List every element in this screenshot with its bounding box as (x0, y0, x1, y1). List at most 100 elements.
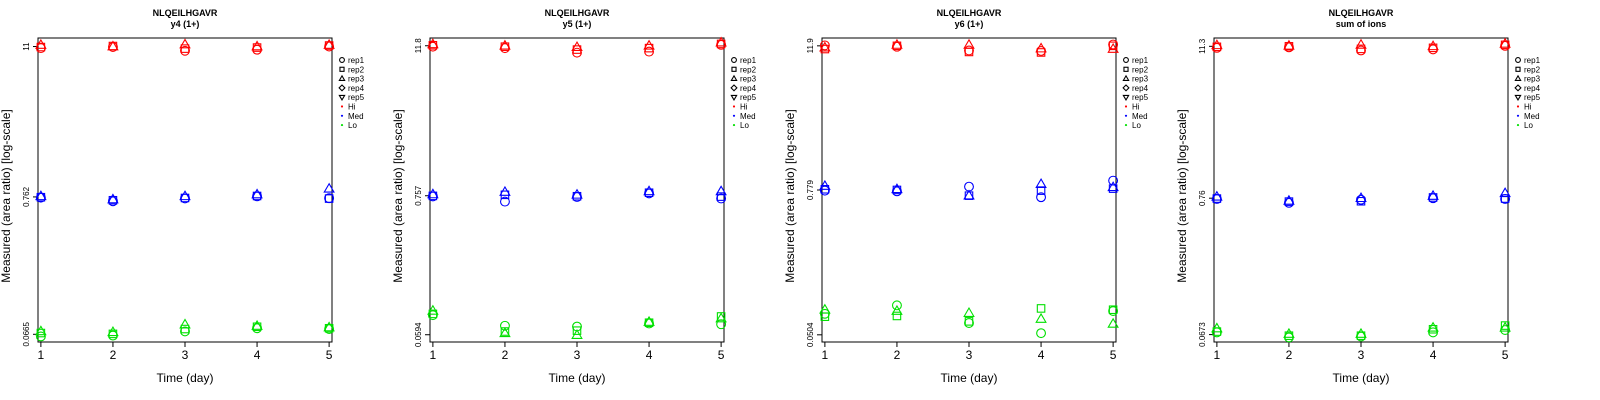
legend-marker-rep3 (338, 74, 346, 81)
legend-marker-rep1 (1515, 57, 1521, 63)
legend-label-rep2: rep2 (1524, 65, 1541, 74)
legend-label-rep2: rep2 (740, 65, 757, 74)
legend-label-med: Med (1524, 112, 1540, 121)
legend-marker-med (1124, 114, 1128, 117)
data-point-lo-rep3 (1211, 322, 1223, 333)
data-point-hi-rep3 (891, 38, 903, 49)
data-point-hi-rep2 (180, 44, 190, 53)
data-point-med-rep1 (819, 185, 830, 196)
legend-marker-rep4 (338, 84, 346, 92)
legend-marker-med (1516, 114, 1520, 117)
legend-label-med: Med (348, 112, 364, 121)
x-tick-label: 4 (1038, 348, 1045, 362)
legend-marker-rep1 (731, 57, 737, 63)
chart-title: NLQEILHGAVR (153, 8, 218, 18)
y-tick-label: 0.0504 (806, 322, 815, 347)
data-point-lo-rep3 (107, 326, 119, 337)
x-axis-label: Time (day) (941, 371, 998, 385)
legend-marker-hi (1516, 105, 1520, 108)
data-point-lo-rep3 (643, 315, 655, 326)
data-point-lo-rep1 (819, 308, 830, 319)
data-point-med-rep3 (1283, 194, 1295, 205)
chart-title: NLQEILHGAVR (937, 8, 1002, 18)
x-tick-label: 1 (430, 348, 437, 362)
legend-marker-med (340, 114, 344, 117)
y-tick-label: 0.76 (1198, 190, 1207, 206)
x-tick-label: 3 (182, 348, 189, 362)
legend-marker-rep1 (1123, 57, 1129, 63)
y-tick-label: 11.8 (414, 38, 423, 54)
legend-marker-rep3 (1514, 74, 1522, 81)
legend-marker-rep5 (1514, 94, 1522, 102)
data-point-med-rep1 (499, 196, 510, 207)
data-point-lo-rep2 (180, 324, 190, 334)
x-tick-label: 5 (1502, 348, 1509, 362)
data-point-hi-rep3 (1107, 42, 1119, 53)
data-point-hi-rep1 (819, 40, 830, 51)
data-point-lo-rep3 (963, 306, 975, 317)
data-point-hi-rep3 (179, 38, 191, 49)
data-point-lo-rep1 (891, 300, 902, 311)
legend-label-hi: Hi (740, 103, 748, 112)
data-point-lo-rep3 (499, 327, 511, 338)
data-point-lo-rep3 (427, 304, 439, 315)
data-point-lo-rep1 (180, 326, 190, 337)
data-point-hi-rep3 (1355, 38, 1367, 49)
legend-marker-lo (1516, 124, 1520, 127)
legend-label-rep5: rep5 (740, 93, 757, 102)
data-point-lo-rep2 (964, 317, 974, 326)
legend-label-rep3: rep3 (1132, 75, 1149, 84)
data-point-lo-rep3 (1107, 317, 1119, 328)
data-point-med-rep3 (323, 182, 335, 193)
data-point-lo-rep3 (1283, 327, 1295, 338)
legend-label-hi: Hi (1132, 103, 1140, 112)
legend-marker-rep2 (339, 66, 345, 72)
x-tick-label: 2 (1286, 348, 1293, 362)
data-point-lo-rep3 (819, 303, 831, 314)
plot-frame (1213, 37, 1509, 343)
legend-label-rep5: rep5 (1132, 93, 1149, 102)
data-point-hi-rep3 (427, 38, 439, 49)
legend-label-rep5: rep5 (348, 93, 365, 102)
data-point-lo-rep3 (323, 321, 335, 332)
x-tick-label: 1 (1214, 348, 1221, 362)
data-point-hi-rep3 (107, 40, 119, 51)
data-point-hi-rep1 (180, 45, 190, 56)
legend-marker-rep2 (1123, 66, 1129, 72)
legend-marker-rep5 (338, 94, 346, 102)
legend-label-rep4: rep4 (1132, 84, 1149, 93)
data-point-hi-rep3 (323, 38, 335, 49)
x-tick-label: 4 (646, 348, 653, 362)
legend-marker-lo (732, 124, 736, 127)
data-point-lo-rep1 (964, 318, 974, 328)
data-point-lo-rep1 (1428, 327, 1439, 338)
x-tick-label: 4 (1430, 348, 1437, 362)
data-point-lo-rep3 (891, 304, 903, 315)
legend-marker-lo (340, 124, 344, 127)
data-point-lo-rep3 (1035, 312, 1047, 323)
data-point-lo-rep2 (892, 311, 902, 321)
x-axis-label: Time (day) (157, 371, 214, 385)
legend-label-rep3: rep3 (348, 75, 365, 84)
data-point-hi-rep3 (715, 36, 727, 47)
x-tick-label: 3 (1358, 348, 1365, 362)
legend-label-rep5: rep5 (1524, 93, 1541, 102)
data-point-med-rep1 (1356, 194, 1366, 205)
data-point-hi-rep1 (1356, 45, 1366, 56)
data-point-hi-rep3 (1427, 40, 1439, 51)
data-point-med-rep3 (1211, 190, 1223, 201)
data-point-lo-rep1 (1036, 328, 1047, 339)
legend-label-rep2: rep2 (1132, 65, 1149, 74)
data-point-med-rep3 (819, 179, 831, 190)
legend-label-lo: Lo (740, 121, 749, 130)
data-point-hi-rep2 (1356, 44, 1366, 54)
legend-label-med: Med (1132, 112, 1148, 121)
legend-marker-rep4 (730, 84, 738, 92)
